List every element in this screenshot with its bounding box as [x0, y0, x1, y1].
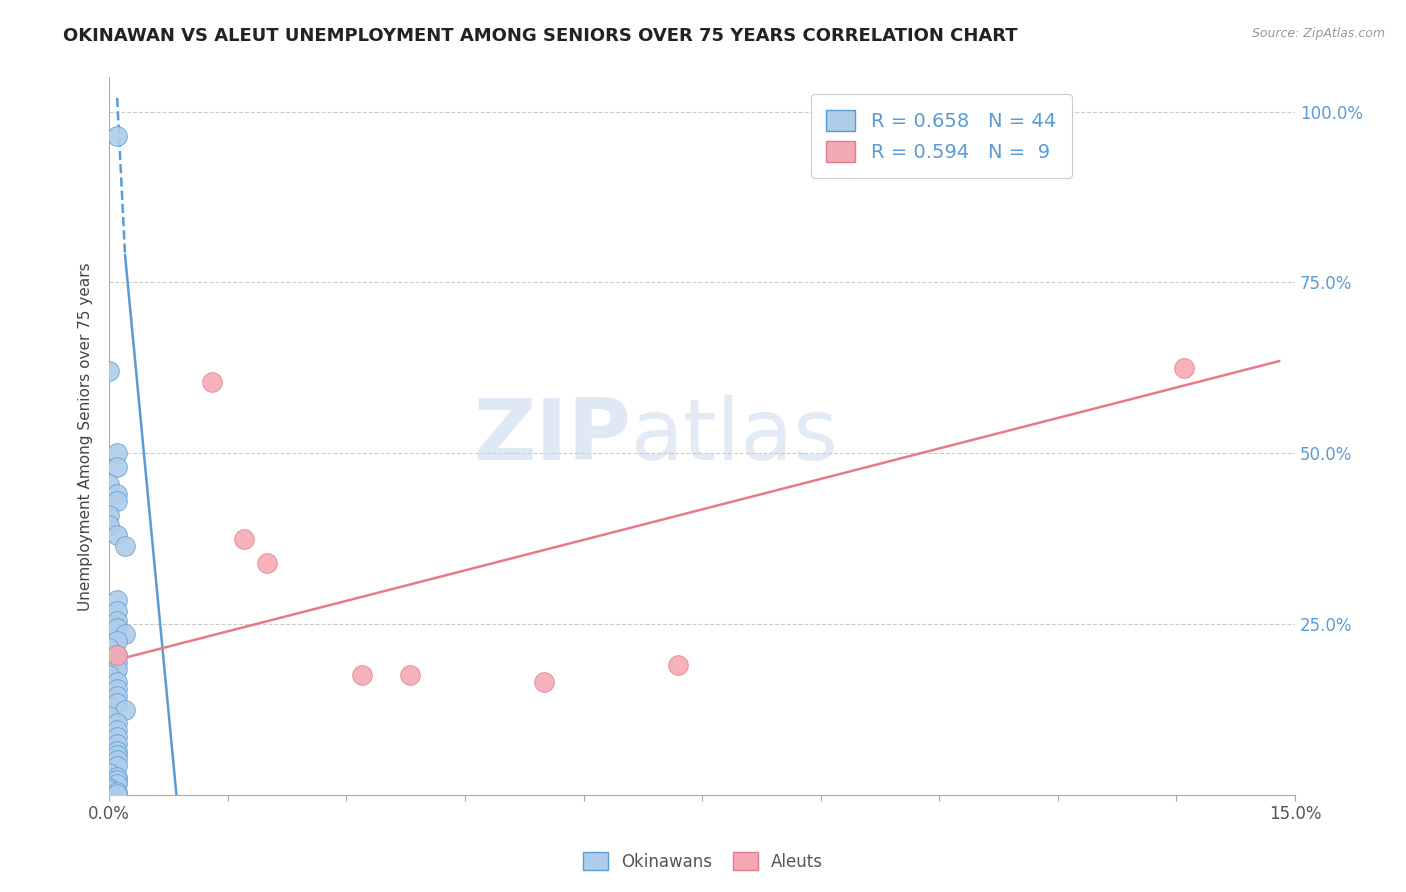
Point [105, 784, 128, 798]
Point [98, 364, 121, 378]
Point [105, 770, 128, 784]
Text: atlas: atlas [631, 395, 839, 478]
Point [98, 518, 121, 533]
Point [98, 508, 121, 522]
Point [105, 494, 128, 508]
Point [98, 668, 121, 682]
Point [105, 128, 128, 143]
Point [105, 696, 128, 710]
Point [105, 648, 128, 662]
Point [398, 668, 420, 682]
Point [105, 737, 128, 751]
Point [105, 689, 128, 703]
Legend: R = 0.658   N = 44, R = 0.594   N =  9: R = 0.658 N = 44, R = 0.594 N = 9 [811, 95, 1071, 178]
Point [105, 528, 128, 542]
Text: Source: ZipAtlas.com: Source: ZipAtlas.com [1251, 27, 1385, 40]
Point [105, 777, 128, 791]
Text: OKINAWAN VS ALEUT UNEMPLOYMENT AMONG SENIORS OVER 75 YEARS CORRELATION CHART: OKINAWAN VS ALEUT UNEMPLOYMENT AMONG SEN… [63, 27, 1018, 45]
Point [105, 675, 128, 690]
Point [105, 716, 128, 731]
Point [105, 460, 128, 475]
Point [201, 375, 224, 389]
Point [98, 641, 121, 656]
Point [105, 759, 128, 773]
Point [98, 477, 121, 491]
Legend: Okinawans, Aleuts: Okinawans, Aleuts [575, 844, 831, 880]
Y-axis label: Unemployment Among Seniors over 75 years: Unemployment Among Seniors over 75 years [79, 262, 93, 610]
Point [256, 556, 278, 570]
Point [105, 621, 128, 635]
Point [1173, 360, 1195, 375]
Point [105, 634, 128, 648]
Point [533, 675, 555, 690]
Point [105, 748, 128, 763]
Point [668, 658, 690, 673]
Point [105, 648, 128, 662]
Point [232, 532, 254, 546]
Point [105, 593, 128, 607]
Point [105, 446, 128, 460]
Point [352, 668, 374, 682]
Point [105, 744, 128, 758]
Point [105, 603, 128, 617]
Point [105, 787, 128, 801]
Point [105, 655, 128, 669]
Point [98, 709, 121, 723]
Point [114, 703, 136, 717]
Point [105, 614, 128, 628]
Point [105, 730, 128, 744]
Point [105, 723, 128, 738]
Point [105, 772, 128, 787]
Text: ZIP: ZIP [474, 395, 631, 478]
Point [98, 781, 121, 796]
Point [98, 766, 121, 780]
Point [105, 682, 128, 697]
Point [105, 662, 128, 676]
Point [114, 627, 136, 641]
Point [114, 539, 136, 553]
Point [105, 487, 128, 501]
Point [105, 752, 128, 766]
Point [98, 782, 121, 797]
